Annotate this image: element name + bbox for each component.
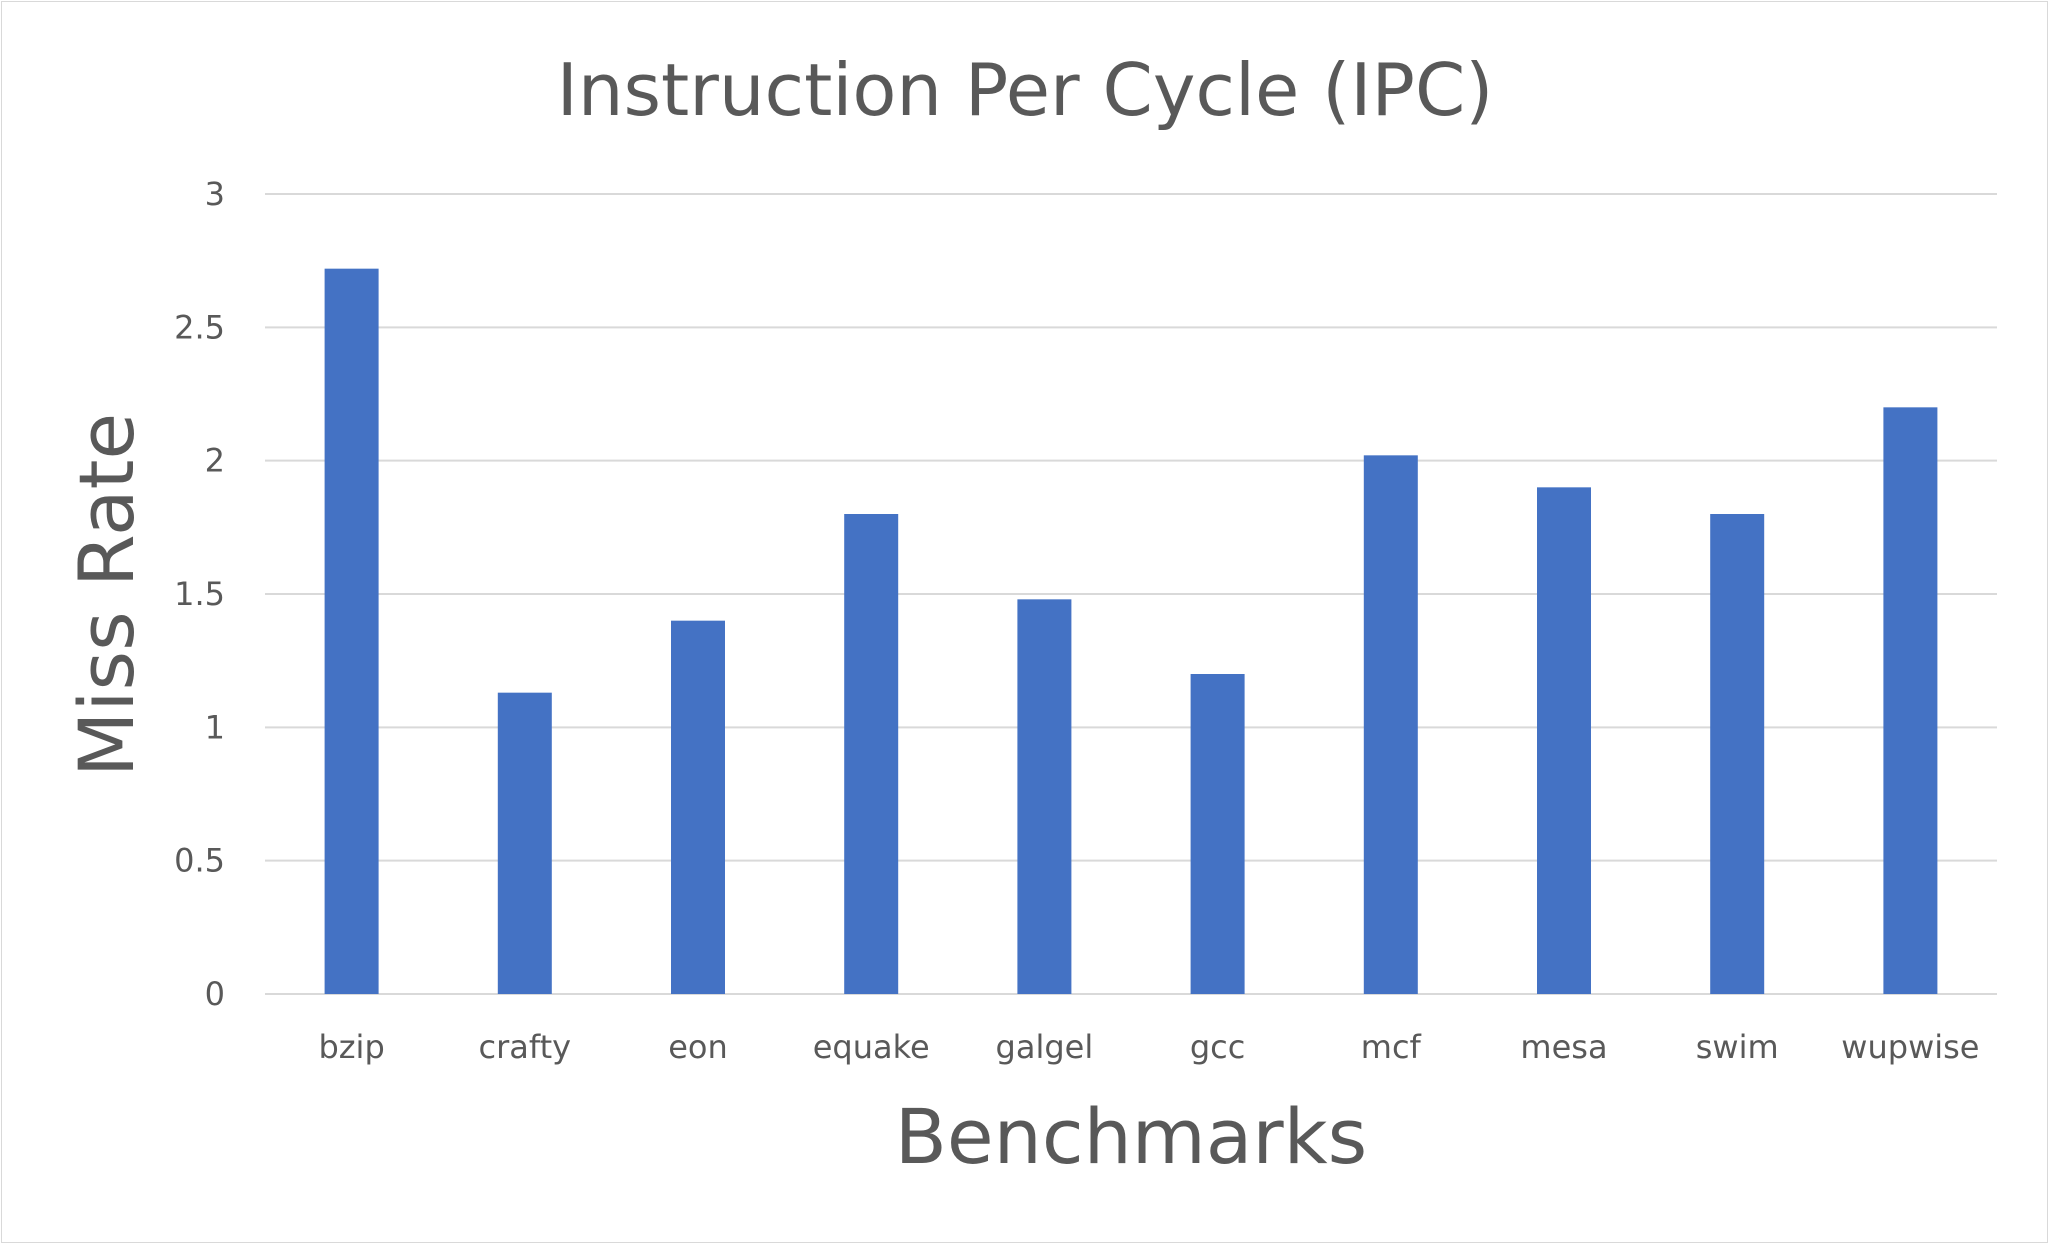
gridlines	[265, 193, 1997, 995]
bar-galgel	[1017, 599, 1072, 994]
bar-eon	[671, 620, 725, 994]
bar-mcf	[1363, 455, 1418, 994]
y-axis-title: Miss Rate	[62, 413, 151, 777]
bar-crafty	[497, 692, 552, 994]
bar-wupwise	[1883, 407, 1938, 994]
bar-bzip	[324, 268, 379, 995]
bar-mesa	[1537, 487, 1591, 994]
bar-swim	[1710, 514, 1765, 994]
y-tick-label: 1	[205, 708, 225, 746]
y-tick-label: 0.5	[174, 842, 225, 880]
x-axis-title: Benchmarks	[895, 1092, 1367, 1181]
y-tick-label: 0	[205, 975, 225, 1013]
x-tick-label-galgel: galgel	[996, 1028, 1094, 1066]
y-axis-ticks: 0 0.5 1 1.5 2 2.5 3	[174, 175, 225, 1013]
x-tick-label-wupwise: wupwise	[1841, 1028, 1979, 1066]
x-axis-ticks: bzip crafty eon equake galgel gcc mcf mesa swim w…	[318, 1028, 1979, 1066]
x-tick-label-eon: eon	[668, 1028, 728, 1066]
bar-gcc	[1190, 674, 1245, 994]
y-tick-label: 2.5	[174, 308, 225, 346]
x-tick-label-mcf: mcf	[1361, 1028, 1422, 1066]
x-tick-label-bzip: bzip	[318, 1028, 384, 1066]
y-tick-label: 3	[205, 175, 225, 213]
y-tick-label: 2	[205, 442, 225, 480]
x-tick-label-swim: swim	[1696, 1028, 1779, 1066]
x-tick-label-crafty: crafty	[479, 1028, 572, 1066]
x-tick-label-mesa: mesa	[1520, 1028, 1607, 1066]
x-tick-label-gcc: gcc	[1190, 1028, 1246, 1066]
chart-title: Instruction Per Cycle (IPC)	[557, 48, 1494, 132]
y-tick-label: 1.5	[174, 575, 225, 613]
x-tick-label-equake: equake	[813, 1028, 930, 1066]
bars	[324, 268, 1938, 995]
bar-equake	[844, 514, 899, 994]
